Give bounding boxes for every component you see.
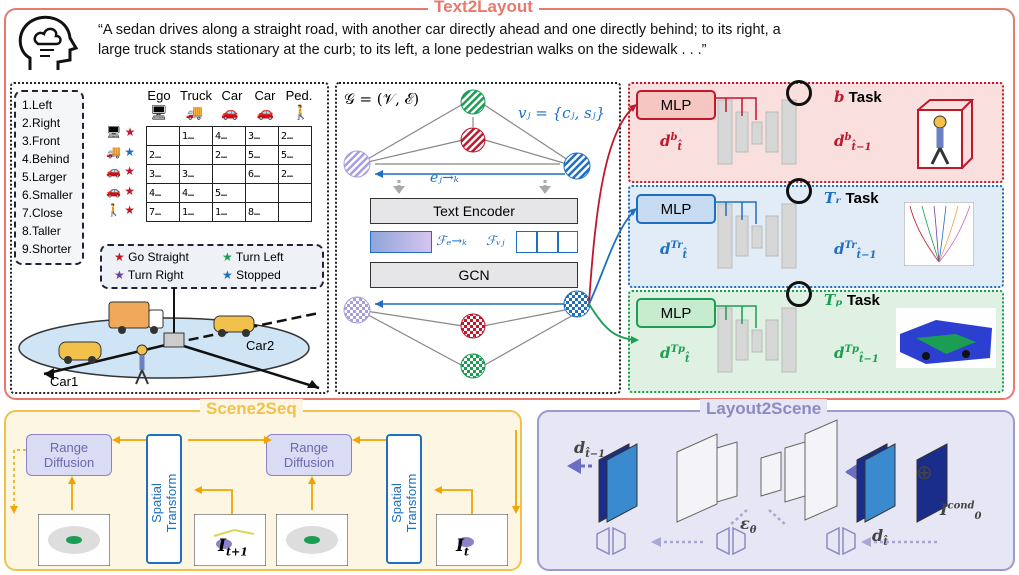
table-row: 1… 4… 3… 2…: [146, 126, 312, 146]
d-tr-previous: dTrt̂−1: [834, 240, 877, 261]
layout2scene-diagram: [567, 419, 948, 556]
car2-label: Car2: [246, 338, 275, 353]
relation-item: 4.Behind: [22, 152, 70, 166]
table-row: 2… 2… 5… 5…: [146, 145, 312, 165]
task-b-label: b Task: [834, 88, 882, 106]
text2layout-title: Text2Layout: [428, 0, 539, 17]
relation-item: 9.Shorter: [22, 242, 72, 256]
task-tp-label: Tₚ Task: [824, 291, 880, 309]
row-icons: 🖥 ★ 🚚 ★ 🚗 ★ 🚗 ★ 🚶 ★: [106, 123, 135, 221]
header-icons: 🖥 🚚 🚗 🚗 🚶: [150, 104, 310, 121]
condition-image-label: Icond0: [940, 500, 982, 523]
range-frame-1: [38, 514, 110, 566]
frame-i-next-label: It+1: [218, 536, 248, 559]
range-frame-2: [276, 514, 348, 566]
timer-icon: [786, 178, 812, 204]
task-tr-label: Tᵣ Task: [824, 189, 879, 207]
table-header: Ego Truck Car Car Ped.: [142, 88, 316, 103]
scene-graph-box: [335, 82, 621, 394]
node-feature-bar: [516, 231, 578, 253]
graph-to-mlp-arrows: [588, 104, 639, 344]
d-b-previous: dbt̂−1: [834, 132, 872, 153]
node-feature-label: ℱᵥⱼ: [486, 234, 505, 249]
node-equation: vⱼ = {cⱼ, sⱼ}: [518, 104, 606, 122]
edge-feature-label: ℱₑ→ₖ: [436, 234, 467, 249]
scene-description-line1: “A sedan drives along a straight road, w…: [98, 22, 781, 38]
legend-go-straight: ★ Go Straight: [114, 250, 189, 264]
task-networks: [714, 97, 797, 373]
table-row: 7… 1… 1… 8…: [146, 202, 312, 222]
edge-feature-bar: [370, 231, 432, 253]
header-ego: Ego: [147, 88, 171, 103]
graph-equation: 𝒢 = (𝒱, ℰ): [344, 90, 420, 108]
legend-stopped: ★ Stopped: [222, 268, 281, 282]
frame-i-current: [436, 514, 508, 566]
pedestrian-icon: 🚶: [292, 104, 310, 120]
relation-item: 8.Taller: [22, 224, 61, 238]
d-tp-previous: dTpt̂−1: [834, 344, 879, 365]
scene-description-line2: large truck stands stationary at the cur…: [98, 42, 707, 58]
mlp-tp: MLP: [636, 298, 716, 328]
relation-item: 1.Left: [22, 98, 53, 112]
scene2seq-arrows: [10, 430, 520, 514]
edge-label: eⱼ→ₖ: [430, 170, 459, 186]
d-previous-label: dt̂−1: [574, 438, 606, 461]
relation-item: 3.Front: [22, 134, 61, 148]
truck-icon: 🚚 ★: [106, 144, 136, 159]
legend-turn-right: ★ Turn Right: [114, 268, 184, 282]
text-encoder-block: Text Encoder: [370, 198, 578, 224]
header-car: Car: [254, 88, 276, 103]
point-cloud-image: [896, 308, 996, 368]
spatial-transform-right: [386, 434, 422, 564]
epsilon-theta-label: εθ: [740, 514, 757, 537]
mlp-b: MLP: [636, 90, 716, 120]
scene2seq-title: Scene2Seq: [200, 399, 303, 419]
car-icon: 🚗 ★: [106, 183, 136, 198]
truck-icon: 🚚: [185, 104, 204, 120]
range-diffusion-left: Range Diffusion: [26, 434, 112, 476]
relation-list: 1.Left 2.Right 3.Front 4.Behind 5.Larger…: [14, 90, 84, 265]
relation-matrix-box: [10, 82, 329, 394]
ego-icon: 🖥: [150, 104, 168, 120]
header-car: Car: [221, 88, 243, 103]
d-current-label: dt̂: [872, 526, 888, 549]
ego-icon: 🖥 ★: [106, 125, 136, 139]
bounding-box-image: [917, 99, 974, 169]
range-diffusion-right: Range Diffusion: [266, 434, 352, 476]
relation-item: 2.Right: [22, 116, 61, 130]
relation-item: 7.Close: [22, 206, 63, 220]
spatial-transform-left: [146, 434, 182, 564]
frame-i-current-label: It: [456, 536, 470, 559]
header-truck: Truck: [179, 88, 213, 103]
trajectory-image: [904, 202, 974, 266]
mlp-tr: MLP: [636, 194, 716, 224]
d-b-current: dbt̂: [660, 132, 683, 153]
d-tr-current: dTrt̂: [660, 240, 688, 261]
scene-layout-illustration: [18, 288, 320, 390]
header-ped: Ped.: [285, 88, 313, 103]
car-icon: 🚗: [256, 104, 275, 120]
layout2scene-title: Layout2Scene: [700, 399, 828, 419]
relation-item: 6.Smaller: [22, 188, 73, 202]
relation-table: 1… 4… 3… 2… 2… 2… 5… 5… 3… 3… 6… 2… 4… 4… 5… 7… 1… 1……: [146, 126, 312, 222]
relation-item: 5.Larger: [22, 170, 67, 184]
oplus-icon: ⊕: [916, 462, 933, 484]
scene-graph: [343, 89, 591, 379]
car1-label: Car1: [50, 374, 79, 389]
thinking-head-icon: [18, 15, 79, 70]
frame-i-next: [194, 514, 266, 566]
legend-turn-left: ★ Turn Left: [222, 250, 284, 264]
car-icon: 🚗: [221, 104, 239, 120]
action-legend: [100, 244, 324, 289]
pedestrian-icon: 🚶 ★: [106, 203, 136, 217]
table-row: 3… 3… 6… 2…: [146, 164, 312, 184]
gcn-block: GCN: [370, 262, 578, 288]
car-icon: 🚗 ★: [106, 164, 136, 178]
d-tp-current: dTpt̂: [660, 344, 690, 365]
table-row: 4… 4… 5…: [146, 183, 312, 203]
timer-icon: [786, 80, 812, 106]
timer-icon: [786, 281, 812, 307]
